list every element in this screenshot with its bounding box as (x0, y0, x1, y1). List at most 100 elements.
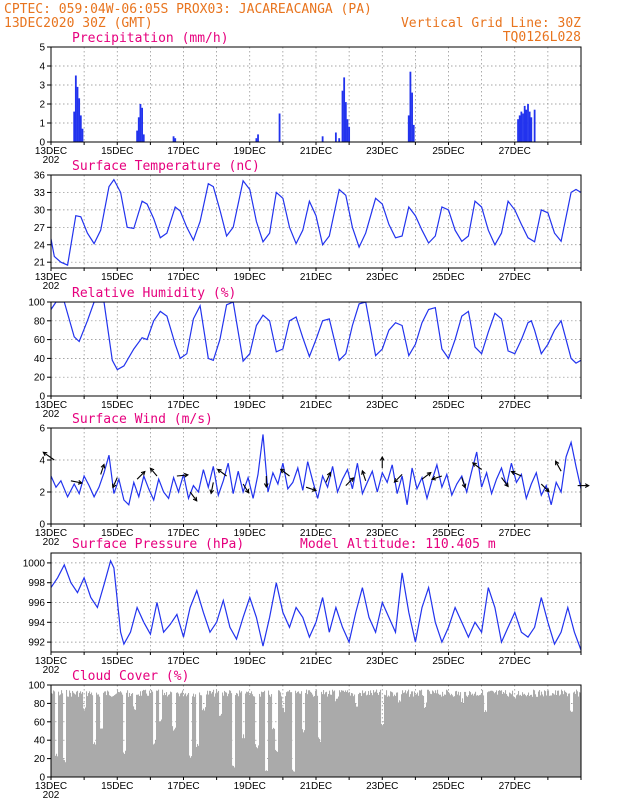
cloud-cover-column (339, 690, 341, 777)
wind-year-label: 202 (43, 537, 60, 548)
wind-arrow-shaft (305, 486, 317, 492)
cloud-cover-column (533, 689, 535, 777)
cloud-cover-column (167, 696, 169, 777)
cloud-cover-xtick-label: 27DEC (499, 781, 531, 792)
cloud-cover-column (173, 730, 175, 777)
cloud-cover-column (105, 691, 107, 777)
wind-ytick-label: 0 (39, 520, 45, 531)
cloud-cover-column (213, 689, 215, 777)
cloud-cover-column (264, 690, 266, 777)
cloud-cover-column (527, 694, 529, 777)
cloud-cover-column (263, 691, 265, 777)
header-station: CPTEC: 059:04W-06:05S PROX03: JACAREACAN… (4, 2, 372, 17)
cloud-cover-column (277, 751, 279, 777)
cloud-cover-column (226, 692, 228, 777)
cloud-cover-column (185, 693, 187, 777)
cloud-cover-column (425, 706, 427, 777)
cloud-cover-column (444, 694, 446, 777)
precipitation-bar (137, 117, 140, 142)
wind-arrow-shaft (501, 477, 509, 487)
cloud-cover-column (523, 694, 525, 777)
cloud-cover-column (75, 694, 77, 777)
cloud-cover-column (514, 697, 516, 777)
wind-arrow-head (111, 483, 117, 489)
cloud-cover-column (280, 692, 282, 777)
cloud-cover-column (513, 696, 515, 777)
cloud-cover-column (409, 696, 411, 777)
header-model-code: TQ0126L028 (503, 30, 581, 45)
cloud-cover-column (421, 689, 423, 777)
cloud-cover-column (406, 693, 408, 777)
cloud-cover-column (161, 719, 163, 777)
humidity-xtick-label: 21DEC (300, 400, 332, 411)
cloud-cover-column (193, 693, 195, 777)
cloud-cover-column (387, 696, 389, 777)
cloud-cover-xtick-label: 19DEC (234, 781, 266, 792)
cloud-cover-column (461, 702, 463, 777)
cloud-cover-column (494, 693, 496, 777)
precipitation-bar (523, 105, 526, 142)
cloud-cover-column (215, 693, 217, 777)
cloud-cover-column (574, 691, 576, 777)
cloud-cover-column (296, 693, 298, 777)
cloud-cover-column (212, 691, 214, 777)
precipitation-bar (74, 75, 77, 142)
precipitation-bar (172, 136, 175, 142)
cloud-cover-column (302, 729, 304, 777)
wind-arrow-shaft (242, 483, 250, 494)
precipitation-bar (76, 86, 79, 142)
cloud-cover-column (224, 690, 226, 777)
cloud-cover-column (479, 695, 481, 777)
precipitation-bar (518, 115, 521, 142)
wind-ytick-label: 2 (39, 488, 45, 499)
precipitation-bar (530, 117, 533, 142)
humidity-series-line (51, 302, 581, 371)
cloud-cover-column (462, 698, 464, 777)
cloud-cover-column (121, 692, 123, 777)
cloud-cover-column (69, 690, 71, 777)
wind-arrow-shaft (176, 474, 188, 477)
cloud-cover-column (81, 693, 83, 777)
cloud-cover-column (177, 692, 179, 777)
cloud-cover-column (417, 692, 419, 777)
cloud-cover-column (91, 692, 93, 777)
cloud-cover-column (346, 692, 348, 777)
cloud-cover-column (340, 692, 342, 777)
cloud-cover-column (316, 689, 318, 777)
cloud-cover-column (190, 757, 192, 777)
cloud-cover-column (74, 693, 76, 777)
cloud-cover-column (573, 692, 575, 777)
cloud-cover-column (487, 692, 489, 777)
cloud-cover-column (170, 691, 172, 777)
cloud-cover-column (153, 744, 155, 777)
cloud-cover-column (517, 694, 519, 777)
cloud-cover-column (228, 693, 230, 777)
cloud-cover-column (546, 695, 548, 777)
cloud-cover-column (531, 694, 533, 777)
cloud-cover-column (303, 732, 305, 777)
cloud-cover-column (556, 694, 558, 777)
cloud-cover-column (330, 694, 332, 777)
cloud-cover-column (308, 690, 310, 777)
cloud-cover-column (579, 692, 581, 777)
cloud-cover-column (145, 689, 147, 777)
cloud-cover-column (359, 692, 361, 777)
cloud-cover-column (464, 691, 466, 777)
cloud-cover-column (439, 694, 441, 777)
cloud-cover-column (521, 696, 523, 777)
cloud-cover-column (400, 701, 402, 777)
cloud-cover-column (204, 710, 206, 777)
cloud-cover-column (254, 696, 256, 777)
cloud-cover-column (341, 690, 343, 777)
cloud-cover-column (196, 746, 198, 777)
cloud-cover-column (120, 691, 122, 777)
cloud-cover-column (327, 696, 329, 777)
cloud-cover-column (135, 709, 137, 777)
cloud-cover-column (124, 753, 126, 777)
humidity-xtick-label: 19DEC (234, 400, 266, 411)
cloud-cover-column (470, 692, 472, 777)
cloud-cover-column (194, 696, 196, 777)
cloud-cover-column (76, 691, 78, 777)
cloud-cover-column (195, 694, 197, 777)
cloud-cover-column (319, 738, 321, 777)
